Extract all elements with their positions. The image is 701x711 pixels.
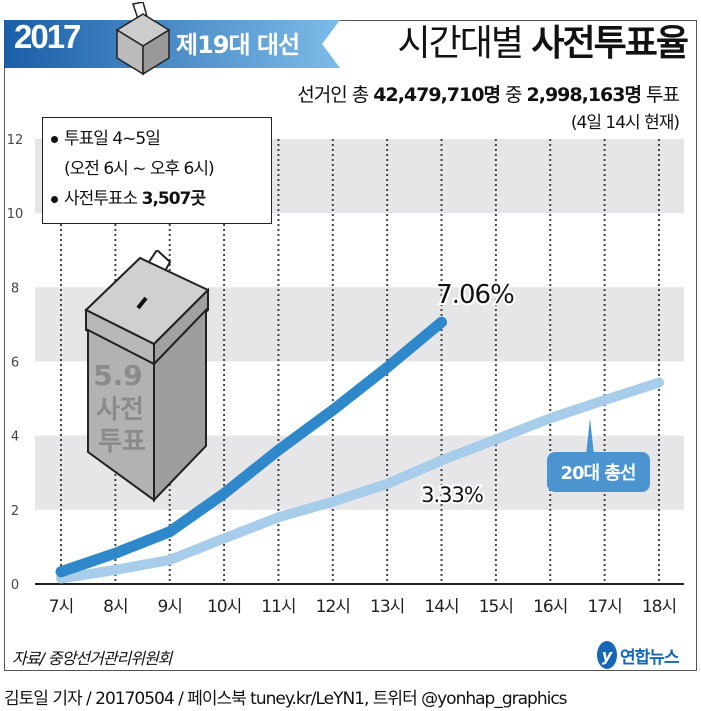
data-point [331,500,334,503]
yonhap-logo-icon: y [597,641,617,669]
y-tick-label: 2 [11,504,19,519]
y-tick-label: 0 [11,578,19,593]
data-label-7.06: 7.06% [436,280,514,310]
data-label-3.33: 3.33% [421,483,483,507]
y-tick-label: 12 [7,133,24,148]
yonhap-logo: y 연합뉴스 [596,640,680,670]
svg-text:y: y [602,646,613,665]
data-point [440,321,443,324]
legend-box [547,452,650,492]
x-tick-label: 10시 [207,597,241,617]
banner [4,20,340,68]
data-point [60,577,62,580]
sub-pre: 선거인 총 [297,84,369,106]
title-light: 시간대별 [397,23,523,64]
data-point [223,492,226,495]
x-tick-label: 15시 [479,597,513,617]
x-tick-label: 13시 [370,597,404,617]
sub-total: 42,479,710명 [373,84,501,106]
ballot-label-2: 투표 [98,427,146,457]
data-point [331,409,334,412]
data-point [386,482,389,485]
x-tick-label: 12시 [316,597,350,617]
x-tick-label: 14시 [424,597,458,617]
frame [4,20,697,671]
page-title: 시간대별 사전투표율 [397,14,689,66]
info-stations-value: 3,507곳 [141,189,206,209]
data-point [277,449,280,452]
legend-callout: 20대 총선 [547,418,650,492]
series-line-19th-election [55,316,448,578]
sub-votes: 2,998,163명 [526,84,642,106]
x-tick-label: 16시 [533,597,567,617]
data-point [657,381,660,384]
credit: 김토일 기자 / 20170504 / 페이스북 tuney.kr/LeYN1,… [4,689,568,709]
data-point [168,530,171,533]
x-tick-label: 17시 [587,597,621,617]
bullet-icon [51,135,58,143]
info-box: 투표일 4~5일 (오전 6시 ~ 오후 6시) 사전투표소 3,507곳 [42,117,272,224]
info-stations-label: 사전투표소 [64,189,138,209]
y-tick-label: 8 [11,281,19,296]
data-point [277,516,280,519]
x-tick-label: 11시 [261,597,295,617]
x-tick-label: 9시 [157,597,181,617]
banner-year: 2017 [14,18,81,55]
y-tick-label: 4 [11,430,19,445]
ballot-box-small-icon [115,2,171,76]
legend-label: 20대 총선 [561,463,636,484]
x-tick-label: 7시 [49,597,73,617]
source: 자료/ 중앙선거관리위원회 [12,649,172,668]
data-point [114,568,117,571]
data-point [440,459,443,462]
info-hours: (오전 6시 ~ 오후 6시) [64,159,215,179]
y-tick-label: 6 [11,356,19,371]
data-point [60,570,62,573]
data-point [549,417,552,420]
data-point [494,438,497,441]
series-line-20th-election [56,377,664,584]
data-point [223,537,226,540]
sub-post: 투표 [646,84,680,106]
title-bold: 사전투표율 [531,23,689,64]
bullet-icon [51,195,58,203]
yonhap-logo-text: 연합뉴스 [620,647,680,668]
banner-election: 제19대 대선 [176,31,300,59]
ballot-label-date: 5.9 [93,359,143,392]
info-dates: 투표일 4~5일 [64,129,161,149]
data-point [168,558,171,561]
x-tick-label: 18시 [642,597,676,617]
sub-mid: 중 [504,84,523,106]
data-point [603,399,606,402]
ballot-box-illustration: 5.9 사전 투표 [84,250,210,503]
subtitle: 선거인 총 42,479,710명 중 2,998,163명 투표 [297,80,680,107]
x-tick-label: 8시 [103,597,127,617]
y-tick-label: 10 [7,207,24,222]
data-point [386,366,389,369]
ballot-label-1: 사전 [96,395,144,425]
data-point [114,552,117,555]
as-of-note: (4일 14시 현재) [570,113,680,133]
